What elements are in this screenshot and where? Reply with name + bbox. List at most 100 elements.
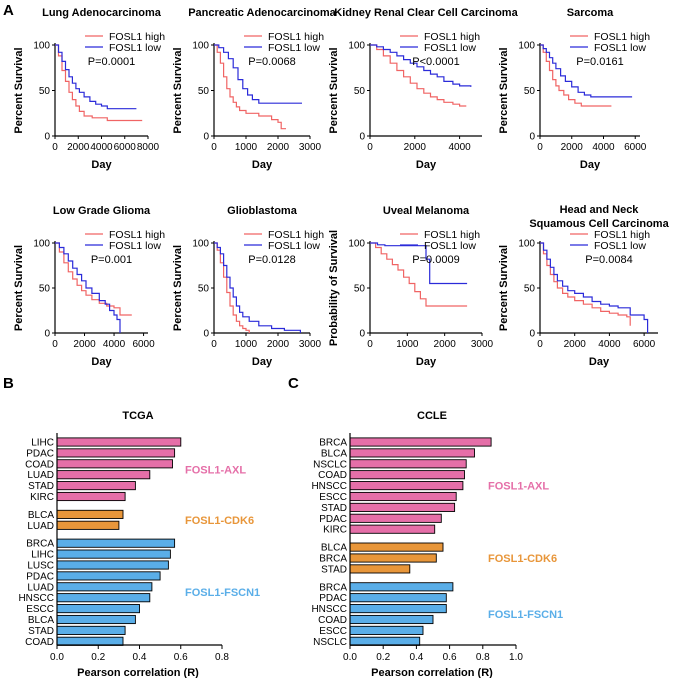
bar-category-label: ESCC [26,604,54,615]
x-tick-label: 4000 [103,339,126,350]
legend-label: FOSL1 high [424,229,480,241]
bar [349,636,421,646]
bar-panels: TCGALIHCPDACCOADLUADSTADKIRCFOSL1-AXLBLC… [18,410,563,678]
km-plot-8: Head and Neck Squamous Cell Carcinoma 0 50 1… [498,204,670,368]
curve-fosl1-high [370,242,468,307]
x-tick-label: 0.4 [409,652,423,663]
km-title: Squamous Cell Carcinoma [529,218,669,230]
group-label: FOSL1-FSCN1 [185,587,260,599]
group-label: FOSL1-FSCN1 [488,609,563,621]
legend-label: FOSL1 low [424,42,476,54]
bar [349,553,437,563]
y-tick-label: 50 [198,284,210,295]
x-tick-label: 0 [537,339,543,350]
legend-label: FOSL1 high [268,229,324,241]
bar-category-label: PDAC [319,514,347,525]
bar-category-label: LUAD [27,582,54,593]
bar-category-label: LUAD [27,470,54,481]
bar-category-label: LIHC [31,438,54,449]
x-tick-label: 2000 [267,339,290,350]
bar-panel-title: TCGA [122,410,153,422]
x-tick-label: 0 [367,142,373,153]
y-tick-label: 100 [518,239,535,250]
bar-category-label: COAD [318,470,347,481]
legend-label: FOSL1 low [109,240,161,252]
bar [349,604,447,614]
bar [56,614,136,625]
curve-fosl1-high [55,44,143,122]
x-tick-label: 6000 [132,339,155,350]
bar [349,524,436,534]
bar-category-label: BLCA [321,448,347,459]
x-axis-label: Day [252,159,273,171]
curve-fosl1-low [370,44,472,87]
y-tick-label: 100 [192,239,209,250]
x-axis-label: Day [416,356,437,368]
x-tick-label: 0.4 [133,652,147,663]
x-tick-label: 0 [367,339,373,350]
x-tick-label: 0.0 [50,652,64,663]
bar-panel-ccle: CCLEBRCABLCANSCLCCOADHNSCCESCCSTADPDACKI… [311,410,563,678]
bar-category-label: BLCA [28,615,54,626]
y-tick-label: 0 [203,329,209,340]
x-tick-label: 8000 [137,142,160,153]
bar [349,481,464,491]
p-value: P=0.001 [91,254,132,266]
x-tick-label: 0 [211,142,217,153]
curve-fosl1-low [370,242,468,285]
group-label: FOSL1-AXL [488,481,549,493]
y-tick-label: 0 [529,132,535,143]
bar-category-label: COAD [318,615,347,626]
curve-fosl1-low [55,44,137,110]
bar-category-label: LUSC [27,561,54,572]
y-tick-label: 0 [359,132,365,143]
km-title: Kidney Renal Clear Cell Carcinoma [334,7,518,19]
x-tick-label: 0 [537,142,543,153]
panel-label-a: A [3,2,14,19]
legend-label: FOSL1 low [268,240,320,252]
bar-category-label: HNSCC [311,481,347,492]
bar-panel-tcga: TCGALIHCPDACCOADLUADSTADKIRCFOSL1-AXLBLC… [18,410,260,678]
bar-category-label: NSCLC [313,459,347,470]
bar [56,520,120,530]
x-tick-label: 4000 [598,339,621,350]
y-tick-label: 0 [44,132,50,143]
y-axis-label: Percent Survival [498,245,510,331]
curve-fosl1-high [214,242,250,333]
curve-fosl1-low [55,242,121,333]
bar-category-label: STAD [28,481,54,492]
bar [349,502,456,512]
group-label: FOSL1-AXL [185,464,246,476]
x-tick-label: 6000 [633,339,656,350]
bar-category-label: PDAC [319,593,347,604]
p-value: P=0.0068 [248,56,295,68]
y-tick-label: 100 [33,239,50,250]
x-tick-label: 2000 [267,142,290,153]
x-tick-label: 2000 [73,339,96,350]
bar [349,564,411,574]
bar [349,448,475,458]
km-plot-3: Kidney Renal Clear Cell Carcinoma 0 50 100 0… [328,7,519,171]
y-tick-label: 50 [354,86,366,97]
bar-category-label: COAD [25,459,54,470]
bar-category-label: COAD [25,637,54,648]
x-tick-label: 0.8 [476,652,490,663]
y-axis-label: Percent Survival [13,47,25,133]
bar-panel-title: CCLE [417,410,447,422]
y-axis-label: Percent Survival [13,245,25,331]
p-value: P<0.0001 [412,56,459,68]
legend-label: FOSL1 high [109,31,165,43]
bar [56,459,173,469]
bar-category-label: BRCA [319,554,347,565]
x-tick-label: 1.0 [509,652,523,663]
curve-fosl1-high [370,44,467,107]
bar-category-label: KIRC [30,492,54,503]
y-tick-label: 50 [524,284,536,295]
bar-category-label: STAD [28,626,54,637]
bar [56,491,126,502]
bar [349,459,467,469]
bar-category-label: STAD [321,503,347,514]
x-tick-label: 2000 [564,339,587,350]
